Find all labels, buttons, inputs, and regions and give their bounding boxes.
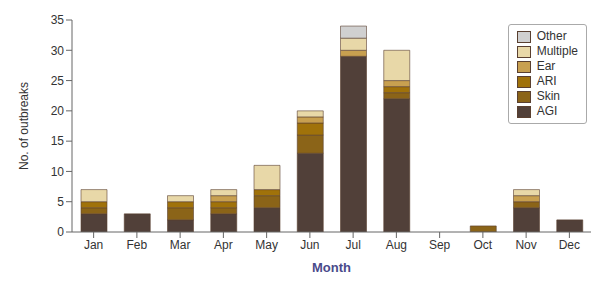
html-text:Other: Other <box>536 29 567 43</box>
svg-text:Aug: Aug <box>386 238 407 252</box>
svg-text:30: 30 <box>51 44 65 58</box>
svg-text:Feb: Feb <box>127 238 148 252</box>
svg-text:15: 15 <box>51 134 65 148</box>
svg-text:Sep: Sep <box>429 238 451 252</box>
svg-text:Nov: Nov <box>515 238 536 252</box>
svg-text:No. of outbreaks: No. of outbreaks <box>17 82 31 170</box>
svg-text:Month: Month <box>312 260 351 275</box>
svg-text:0: 0 <box>57 225 64 239</box>
html-text:AGI: AGI <box>536 104 558 118</box>
svg-text:Oct: Oct <box>474 238 493 252</box>
html-text:ARI: ARI <box>536 74 557 88</box>
svg-text:20: 20 <box>51 104 65 118</box>
svg-text:Mar: Mar <box>170 238 191 252</box>
svg-text:35: 35 <box>51 13 65 27</box>
html-text:Skin: Skin <box>536 89 560 103</box>
svg-text:Jun: Jun <box>300 238 319 252</box>
html-text:Ear: Ear <box>536 59 556 73</box>
svg-text:Jan: Jan <box>84 238 103 252</box>
svg-text:5: 5 <box>57 195 64 209</box>
svg-text:25: 25 <box>51 74 65 88</box>
svg-text:May: May <box>255 238 278 252</box>
svg-text:Dec: Dec <box>559 238 580 252</box>
svg-text:10: 10 <box>51 165 65 179</box>
html-text:Multiple: Multiple <box>536 44 578 58</box>
svg-text:Jul: Jul <box>345 238 360 252</box>
svg-text:Apr: Apr <box>214 238 233 252</box>
